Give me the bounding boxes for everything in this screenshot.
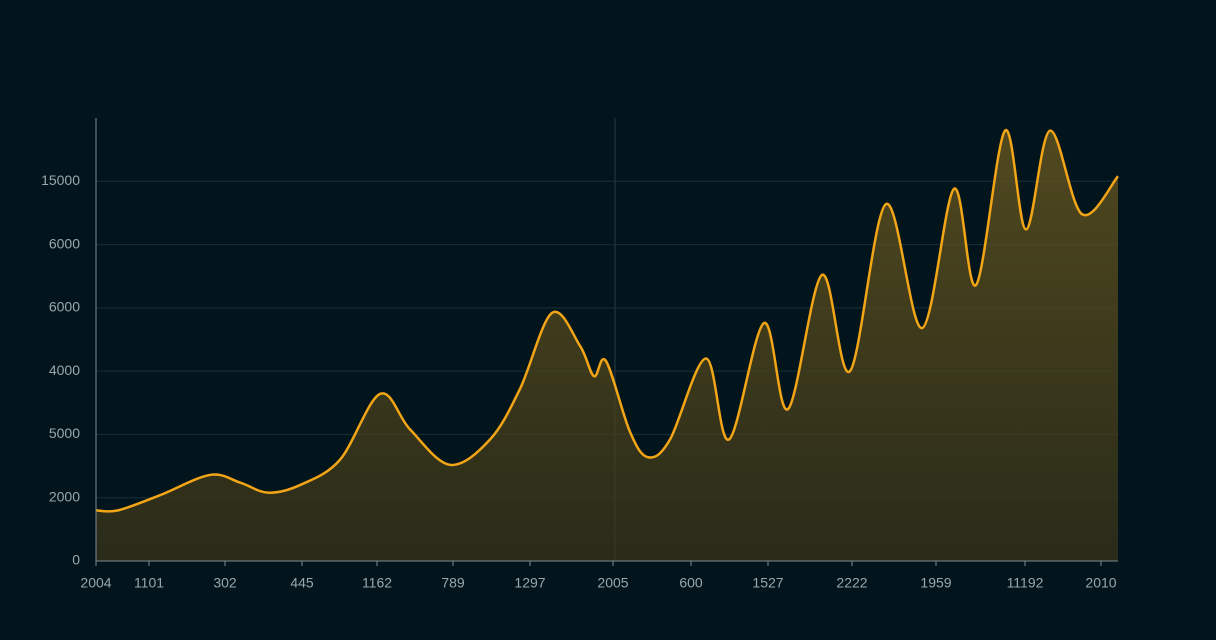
y-tick-label: 4000 xyxy=(49,362,80,378)
x-tick-label: 1297 xyxy=(514,575,545,591)
line xyxy=(95,129,1119,513)
x-tick-label: 1101 xyxy=(134,575,164,591)
x-tick-label: 2222 xyxy=(836,575,867,591)
x-tick-label: 2005 xyxy=(597,575,628,591)
x-tick-label: 302 xyxy=(213,575,237,591)
area xyxy=(96,130,1118,561)
x-tick-label: 2004 xyxy=(80,575,111,591)
y-tick-label: 0 xyxy=(72,552,80,568)
x-tick-label: 789 xyxy=(441,575,465,591)
x-tick-label: 11192 xyxy=(1007,575,1044,591)
x-tick-label: 1527 xyxy=(752,575,783,591)
x-tick-label: 1959 xyxy=(920,575,951,591)
x-tick-label: 445 xyxy=(290,575,314,591)
y-tick-label: 6000 xyxy=(49,235,80,251)
y-tick-label: 2000 xyxy=(49,488,80,504)
x-tick-label: 600 xyxy=(679,575,703,591)
y-tick-label: 6000 xyxy=(49,299,80,315)
x-tick-label: 1162 xyxy=(362,575,392,591)
y-tick-label: 5000 xyxy=(49,425,80,441)
x-tick-label: 2010 xyxy=(1085,575,1116,591)
y-tick-label: 15000 xyxy=(41,172,80,188)
